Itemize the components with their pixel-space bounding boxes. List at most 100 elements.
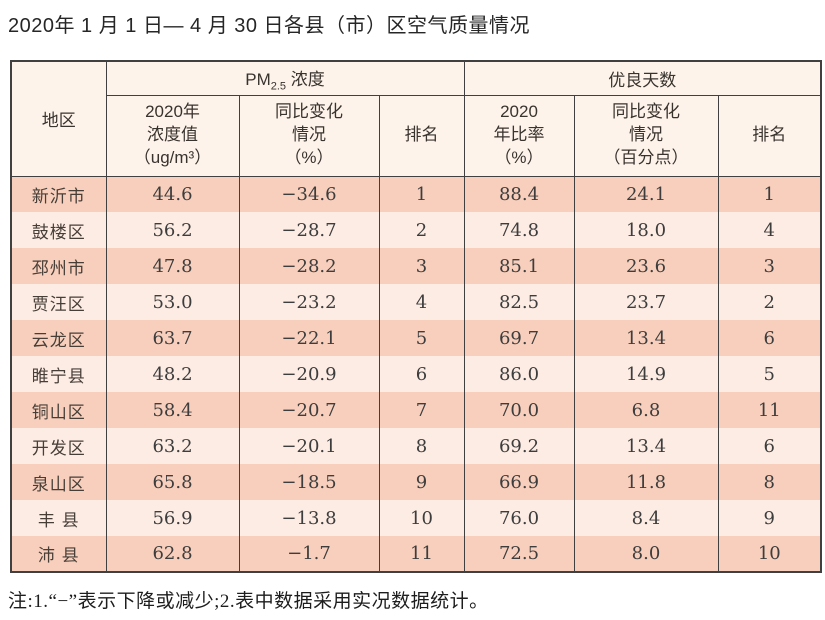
col-header-pm-change: 同比变化 情况 （%）: [238, 95, 380, 177]
table-row: 鼓楼区 56.2 −28.7 2 74.8 18.0 4: [10, 212, 822, 248]
pm25-label-suffix: 浓度: [286, 69, 325, 89]
table-row: 睢宁县 48.2 −20.9 6 86.0 14.9 5: [10, 356, 822, 392]
pm-rank-cell: 8: [378, 428, 465, 464]
ratio-change-cell: 14.9: [573, 356, 719, 392]
pm-rank-cell: 11: [378, 536, 465, 572]
table-row: 云龙区 63.7 −22.1 5 69.7 13.4 6: [10, 320, 822, 356]
pm25-label-prefix: PM: [245, 69, 271, 89]
table-row: 新沂市 44.6 −34.6 1 88.4 24.1 1: [10, 176, 822, 212]
region-cell: 云龙区: [10, 320, 107, 356]
ratio-change-cell: 23.6: [573, 248, 719, 284]
pm-value-cell: 48.2: [105, 356, 240, 392]
col-header-region: 地区: [10, 61, 107, 177]
ratio-change-cell: 23.7: [573, 284, 719, 320]
region-cell: 新沂市: [10, 176, 107, 212]
ratio-rank-cell: 2: [717, 284, 822, 320]
table-row: 贾汪区 53.0 −23.2 4 82.5 23.7 2: [10, 284, 822, 320]
pm-value-cell: 44.6: [105, 176, 240, 212]
page-title: 2020年 1 月 1 日— 4 月 30 日各县（市）区空气质量情况: [8, 15, 531, 37]
col-header-ratio-change: 同比变化 情况 （百分点）: [573, 95, 719, 177]
pm-change-cell: −28.2: [238, 248, 380, 284]
ratio-change-cell: 13.4: [573, 428, 719, 464]
region-cell: 睢宁县: [10, 356, 107, 392]
region-cell: 泉山区: [10, 464, 107, 500]
region-cell: 鼓楼区: [10, 212, 107, 248]
ratio-cell: 72.5: [463, 536, 575, 572]
pm-change-cell: −20.9: [238, 356, 380, 392]
pm-rank-cell: 9: [378, 464, 465, 500]
header-group-row: 地区 PM2.5 浓度 优良天数: [10, 61, 822, 177]
pm-value-cell: 65.8: [105, 464, 240, 500]
pm25-subscript: 2.5: [270, 79, 287, 92]
pm-rank-cell: 3: [378, 248, 465, 284]
pm-change-cell: −20.7: [238, 392, 380, 428]
ratio-change-cell: 13.4: [573, 320, 719, 356]
ratio-cell: 86.0: [463, 356, 575, 392]
col-header-ratio-rank: 排名: [717, 95, 822, 177]
ratio-change-cell: 8.4: [573, 500, 719, 536]
pm-change-cell: −13.8: [238, 500, 380, 536]
ratio-rank-cell: 3: [717, 248, 822, 284]
table-row: 开发区 63.2 −20.1 8 69.2 13.4 6: [10, 428, 822, 464]
pm-value-cell: 63.7: [105, 320, 240, 356]
ratio-rank-cell: 4: [717, 212, 822, 248]
ratio-change-cell: 18.0: [573, 212, 719, 248]
pm-change-cell: −34.6: [238, 176, 380, 212]
table-row: 铜山区 58.4 −20.7 7 70.0 6.8 11: [10, 392, 822, 428]
region-cell: 贾汪区: [10, 284, 107, 320]
air-quality-table: 地区 PM2.5 浓度 优良天数 2020年 浓度值 （ug/m³） 同比变化 …: [10, 60, 823, 573]
ratio-rank-cell: 10: [717, 536, 822, 572]
ratio-rank-cell: 11: [717, 392, 822, 428]
ratio-cell: 85.1: [463, 248, 575, 284]
pm-change-cell: −23.2: [238, 284, 380, 320]
table-row: 邳州市 47.8 −28.2 3 85.1 23.6 3: [10, 248, 822, 284]
ratio-rank-cell: 5: [717, 356, 822, 392]
col-group-good-days: 优良天数: [463, 61, 822, 96]
col-header-ratio: 2020 年比率 （%）: [463, 95, 575, 177]
pm-change-cell: −1.7: [238, 536, 380, 572]
footnote: 注:1.“−”表示下降或减少;2.表中数据采用实况数据统计。: [8, 591, 489, 612]
pm-rank-cell: 5: [378, 320, 465, 356]
pm-value-cell: 47.8: [105, 248, 240, 284]
table-row: 沛 县 62.8 −1.7 11 72.5 8.0 10: [10, 536, 822, 572]
table-row: 泉山区 65.8 −18.5 9 66.9 11.8 8: [10, 464, 822, 500]
pm-change-cell: −20.1: [238, 428, 380, 464]
pm-rank-cell: 10: [378, 500, 465, 536]
ratio-change-cell: 11.8: [573, 464, 719, 500]
col-header-pm-rank: 排名: [378, 95, 465, 177]
pm-value-cell: 53.0: [105, 284, 240, 320]
col-header-pm-value: 2020年 浓度值 （ug/m³）: [105, 95, 240, 177]
col-group-pm25: PM2.5 浓度: [105, 61, 465, 96]
ratio-cell: 88.4: [463, 176, 575, 212]
ratio-rank-cell: 9: [717, 500, 822, 536]
pm-value-cell: 56.9: [105, 500, 240, 536]
ratio-cell: 74.8: [463, 212, 575, 248]
ratio-cell: 66.9: [463, 464, 575, 500]
pm-rank-cell: 4: [378, 284, 465, 320]
ratio-rank-cell: 1: [717, 176, 822, 212]
table-body: 新沂市 44.6 −34.6 1 88.4 24.1 1 鼓楼区 56.2 −2…: [10, 176, 822, 572]
pm-rank-cell: 7: [378, 392, 465, 428]
ratio-change-cell: 8.0: [573, 536, 719, 572]
ratio-cell: 70.0: [463, 392, 575, 428]
pm-change-cell: −22.1: [238, 320, 380, 356]
pm-value-cell: 56.2: [105, 212, 240, 248]
pm-rank-cell: 6: [378, 356, 465, 392]
ratio-rank-cell: 6: [717, 428, 822, 464]
region-cell: 丰 县: [10, 500, 107, 536]
ratio-change-cell: 24.1: [573, 176, 719, 212]
ratio-cell: 82.5: [463, 284, 575, 320]
pm-change-cell: −28.7: [238, 212, 380, 248]
header-sub-row: 2020年 浓度值 （ug/m³） 同比变化 情况 （%） 排名 2020 年比…: [11, 95, 822, 177]
ratio-cell: 69.7: [463, 320, 575, 356]
pm-rank-cell: 1: [378, 176, 465, 212]
region-cell: 铜山区: [10, 392, 107, 428]
pm-value-cell: 63.2: [105, 428, 240, 464]
ratio-cell: 76.0: [463, 500, 575, 536]
ratio-change-cell: 6.8: [573, 392, 719, 428]
region-cell: 开发区: [10, 428, 107, 464]
ratio-rank-cell: 8: [717, 464, 822, 500]
ratio-rank-cell: 6: [717, 320, 822, 356]
pm-rank-cell: 2: [378, 212, 465, 248]
pm-change-cell: −18.5: [238, 464, 380, 500]
